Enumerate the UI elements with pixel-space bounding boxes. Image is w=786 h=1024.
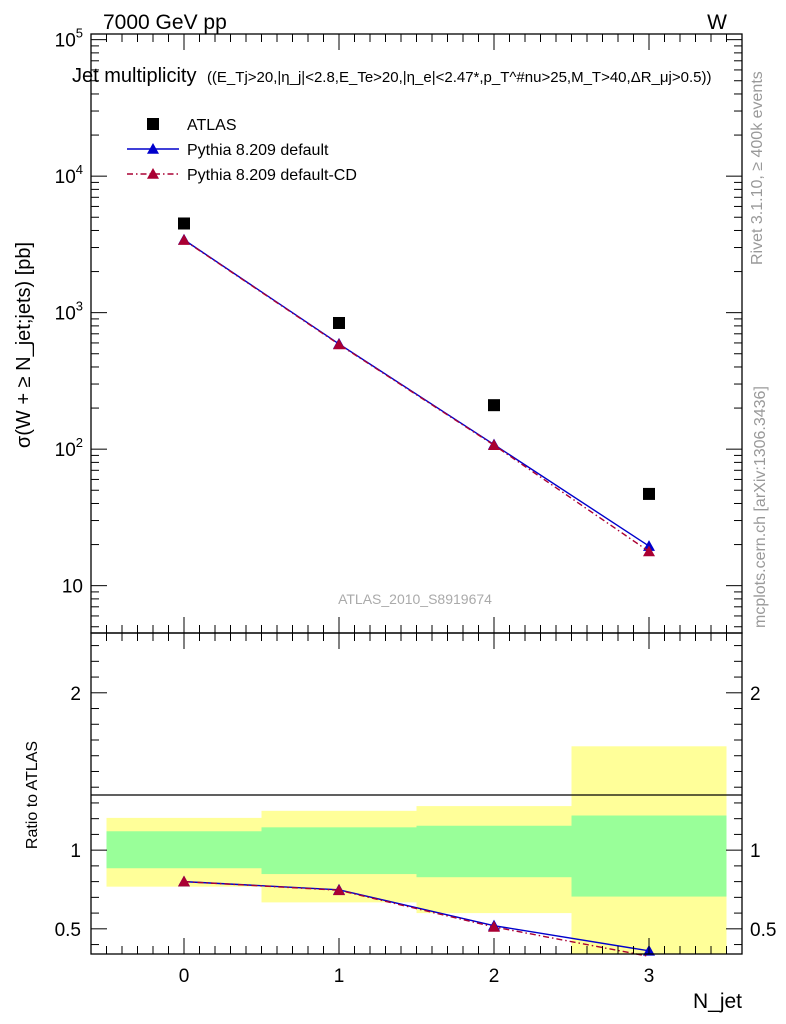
atlas-data-point: [178, 217, 190, 230]
legend-triangle-marker: [147, 168, 159, 179]
ratio-y-tick-label-right: 1: [750, 841, 761, 862]
atlas-data-point: [333, 316, 345, 329]
rivet-label: Rivet 3.1.10, ≥ 400k events: [749, 71, 766, 265]
ratio-pythia-cd-point: [178, 875, 190, 887]
main-y-tick-label: 104: [55, 162, 83, 188]
ratio-y-tick-label-right: 0.5: [750, 920, 776, 941]
ratio-y-tick-label-left: 2: [70, 684, 81, 705]
ratio-inner-band: [261, 827, 417, 875]
main-y-tick-label: 103: [55, 299, 83, 325]
x-axis-label: N_jet: [693, 990, 742, 1013]
mcplots-label: mcplots.cern.ch [arXiv:1306.3436]: [752, 386, 769, 628]
ratio-y-tick-label-right: 2: [750, 684, 761, 705]
pythia-cd-point: [488, 439, 500, 450]
pythia-default-point: [643, 540, 655, 551]
x-tick-label: 3: [644, 966, 655, 987]
pythia-cd-point: [333, 338, 345, 350]
legend-entry-label: ATLAS: [187, 117, 237, 134]
pythia-cd-line: [183, 239, 650, 553]
chart-title: Jet multiplicity ((E_Tj>20,|η_j|<2.8,E_T…: [72, 65, 711, 87]
ratio-inner-band: [571, 815, 727, 897]
ratio-pythia-cd-point: [488, 920, 500, 932]
legend-entry-label: Pythia 8.209 default-CD: [187, 167, 357, 184]
ratio-pythia-cd-point: [333, 884, 345, 896]
pythia-cd-point: [643, 545, 655, 557]
atlas-data-point: [488, 399, 500, 412]
header-left: 7000 GeV pp: [103, 11, 227, 34]
legend-entry-label: Pythia 8.209 default: [187, 142, 329, 159]
x-tick-label: 2: [489, 966, 500, 987]
x-tick-label: 0: [179, 966, 190, 987]
main-y-tick-label: 105: [55, 26, 83, 52]
legend-triangle-marker: [147, 143, 159, 154]
atlas-data-point: [643, 487, 655, 500]
chart-title-main: Jet multiplicity: [72, 65, 196, 87]
pythia-cd-point: [178, 234, 190, 245]
analysis-watermark: ATLAS_2010_S8919674: [338, 591, 492, 607]
ratio-inner-band: [106, 831, 262, 869]
main-y-tick-label: 102: [55, 435, 83, 461]
pythia-default-line: [183, 239, 650, 547]
main-frame: [90, 33, 743, 634]
x-tick-label: 1: [334, 966, 345, 987]
ratio-pythia-cd-line: [183, 880, 650, 958]
legend: ATLAS Pythia 8.209 default Pythia 8.209 de…: [127, 117, 357, 184]
main-y-axis-label: σ(W + ≥ N_jet;jets) [pb]: [13, 242, 35, 448]
ratio-y-axis-label: Ratio to ATLAS: [24, 741, 41, 849]
ratio-y-tick-label-left: 0.5: [55, 920, 81, 941]
ratio-y-tick-label-left: 1: [70, 841, 81, 862]
header-right: W: [707, 11, 727, 34]
chart-title-cuts: ((E_Tj>20,|η_j|<2.8,E_Te>20,|η_e|<2.47*,…: [207, 69, 712, 86]
ratio-inner-band: [416, 825, 572, 878]
legend-atlas-marker: [147, 118, 159, 130]
main-y-tick-label: 10: [62, 577, 83, 598]
